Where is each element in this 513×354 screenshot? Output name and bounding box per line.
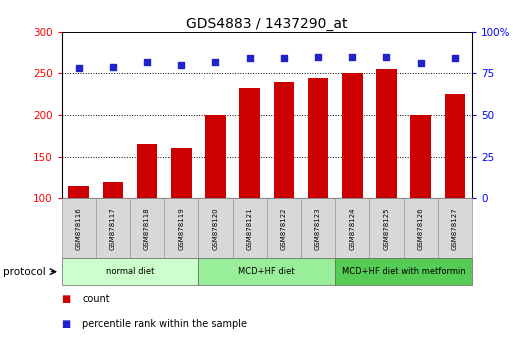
- Bar: [438, 198, 472, 258]
- Bar: [240, 88, 260, 281]
- Text: GSM878116: GSM878116: [75, 207, 82, 250]
- Bar: [445, 94, 465, 281]
- Text: MCD+HF diet with metformin: MCD+HF diet with metformin: [342, 267, 465, 276]
- Text: MCD+HF diet: MCD+HF diet: [239, 267, 295, 276]
- Bar: [342, 74, 363, 281]
- Bar: [335, 258, 472, 285]
- Point: [451, 56, 459, 61]
- Text: ■: ■: [62, 319, 71, 329]
- Point: [417, 61, 425, 66]
- Bar: [137, 144, 157, 281]
- Text: percentile rank within the sample: percentile rank within the sample: [82, 319, 247, 329]
- Bar: [130, 198, 164, 258]
- Point: [109, 64, 117, 70]
- Point: [177, 62, 185, 68]
- Text: GSM878120: GSM878120: [212, 207, 219, 250]
- Point: [280, 56, 288, 61]
- Point: [74, 65, 83, 71]
- Bar: [301, 198, 335, 258]
- Text: GSM878127: GSM878127: [452, 207, 458, 250]
- Point: [314, 54, 322, 59]
- Point: [211, 59, 220, 65]
- Bar: [68, 186, 89, 281]
- Text: GSM878125: GSM878125: [383, 207, 389, 250]
- Bar: [232, 198, 267, 258]
- Bar: [410, 115, 431, 281]
- Title: GDS4883 / 1437290_at: GDS4883 / 1437290_at: [186, 17, 347, 31]
- Bar: [205, 115, 226, 281]
- Text: GSM878119: GSM878119: [178, 207, 184, 250]
- Bar: [62, 258, 199, 285]
- Text: GSM878123: GSM878123: [315, 207, 321, 250]
- Bar: [273, 82, 294, 281]
- Bar: [164, 198, 199, 258]
- Text: normal diet: normal diet: [106, 267, 154, 276]
- Bar: [308, 78, 328, 281]
- Text: GSM878121: GSM878121: [247, 207, 253, 250]
- Point: [348, 54, 357, 59]
- Text: count: count: [82, 294, 110, 304]
- Text: ■: ■: [62, 294, 71, 304]
- Bar: [199, 258, 335, 285]
- Text: GSM878118: GSM878118: [144, 207, 150, 250]
- Text: GSM878117: GSM878117: [110, 207, 116, 250]
- Point: [382, 54, 390, 59]
- Bar: [376, 69, 397, 281]
- Text: GSM878122: GSM878122: [281, 207, 287, 250]
- Bar: [404, 198, 438, 258]
- Bar: [369, 198, 404, 258]
- Bar: [267, 198, 301, 258]
- Bar: [103, 182, 123, 281]
- Point: [143, 59, 151, 65]
- Bar: [171, 148, 191, 281]
- Bar: [62, 198, 96, 258]
- Point: [246, 56, 254, 61]
- Text: protocol: protocol: [3, 267, 45, 277]
- Bar: [96, 198, 130, 258]
- Text: GSM878124: GSM878124: [349, 207, 356, 250]
- Bar: [335, 198, 369, 258]
- Text: GSM878126: GSM878126: [418, 207, 424, 250]
- Bar: [199, 198, 232, 258]
